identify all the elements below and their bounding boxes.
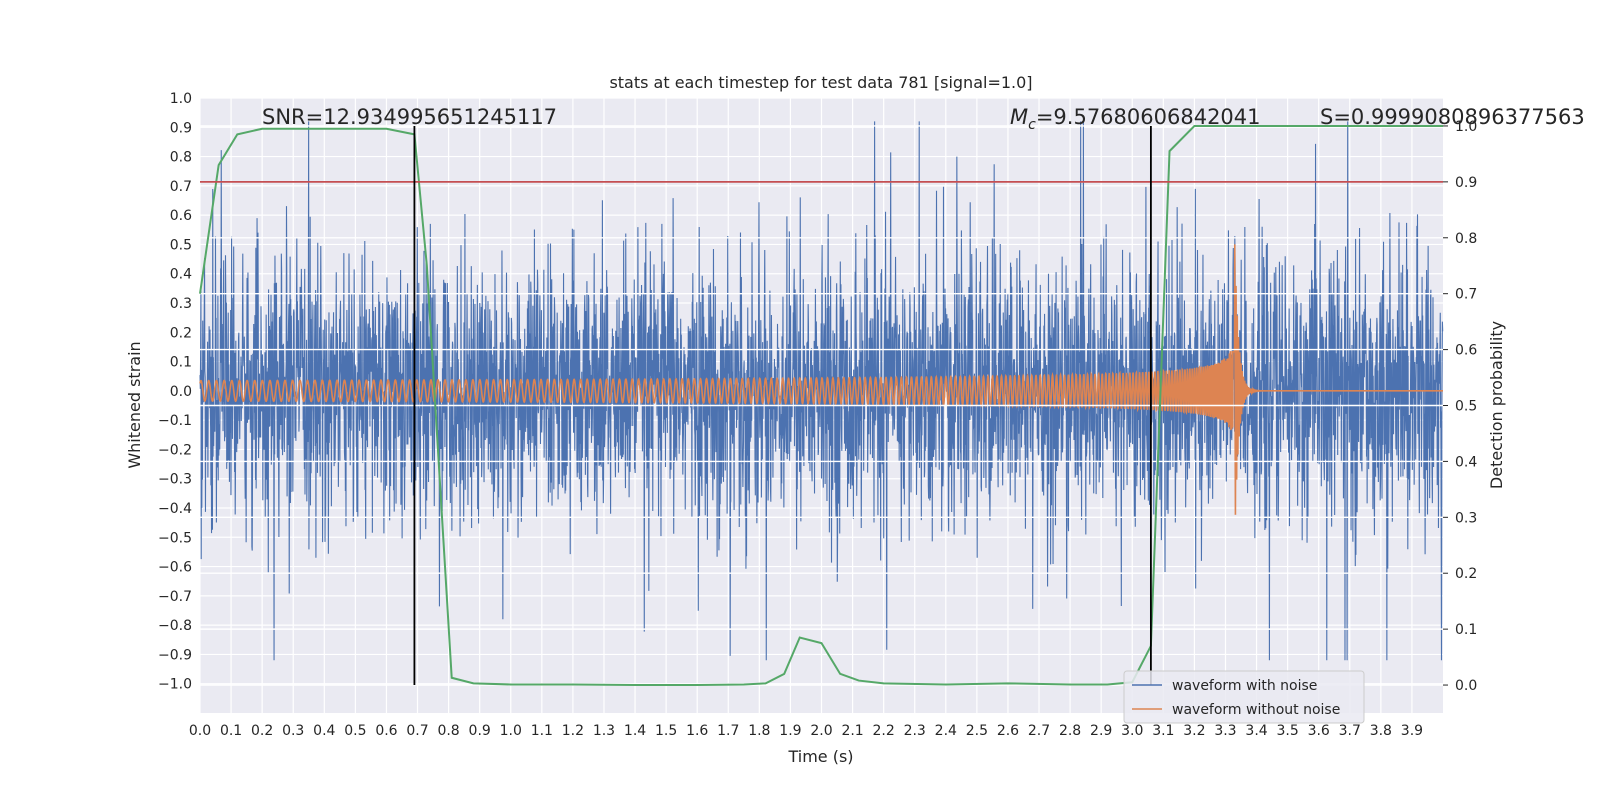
x-tick-label: 0.3 <box>282 723 304 739</box>
x-tick-label: 0.7 <box>406 723 428 739</box>
chart-title: stats at each timestep for test data 781… <box>609 73 1032 92</box>
x-tick-label: 2.5 <box>966 723 988 739</box>
right-tick-label: 0.0 <box>1455 678 1477 694</box>
y-tick-label: −0.2 <box>158 442 192 458</box>
right-tick-label: 0.1 <box>1455 622 1477 638</box>
x-tick-label: 1.2 <box>562 723 584 739</box>
x-tick-label: 1.1 <box>531 723 553 739</box>
right-tick-label: 0.7 <box>1455 287 1477 303</box>
x-axis-ticks: 0.0 0.1 0.2 0.3 0.4 0.5 0.6 0.7 0.8 0.9 1.0 1.1 1.2 1… <box>189 723 1423 739</box>
y-tick-label: −0.8 <box>158 618 192 634</box>
legend-label-clean: waveform without noise <box>1172 702 1340 718</box>
chirp-mass-annotation: Mc=9.57680606842041 <box>1010 105 1261 133</box>
x-tick-label: 0.8 <box>437 723 459 739</box>
x-tick-label: 2.3 <box>904 723 926 739</box>
x-tick-label: 3.8 <box>1370 723 1392 739</box>
y-tick-label: 0.9 <box>170 120 192 136</box>
x-tick-label: 2.4 <box>935 723 957 739</box>
right-y-axis-label: Detection probability <box>1487 321 1506 489</box>
y-tick-label: 0.0 <box>170 384 192 400</box>
chirp-mass-subscript: c <box>1028 117 1036 133</box>
x-tick-label: 2.6 <box>997 723 1019 739</box>
y-tick-label: −1.0 <box>158 677 192 693</box>
x-tick-label: 1.0 <box>500 723 522 739</box>
x-tick-label: 3.4 <box>1245 723 1267 739</box>
x-tick-label: 0.9 <box>469 723 491 739</box>
x-tick-label: 2.1 <box>841 723 863 739</box>
clean-waveform-series <box>199 244 1443 515</box>
y-tick-label: −0.3 <box>158 472 192 488</box>
legend-label-noisy: waveform with noise <box>1172 678 1317 694</box>
x-tick-label: 0.5 <box>344 723 366 739</box>
significance-annotation: S=0.9999080896377563 <box>1320 105 1585 129</box>
y-axis-ticks: 1.0 0.9 0.8 0.7 0.6 0.5 0.4 0.3 0.2 0.1 0.0 −0.1 −0.… <box>158 91 192 693</box>
clean-waveform-line <box>199 244 1443 515</box>
x-tick-label: 3.5 <box>1276 723 1298 739</box>
x-tick-label: 1.6 <box>686 723 708 739</box>
vertical-lines <box>413 125 1152 686</box>
x-tick-label: 1.5 <box>655 723 677 739</box>
right-tick-label: 0.2 <box>1455 566 1477 582</box>
legend-box <box>1123 670 1365 724</box>
x-tick-label: 1.4 <box>624 723 646 739</box>
x-tick-label: 3.0 <box>1121 723 1143 739</box>
right-tick-label: 0.9 <box>1455 175 1477 191</box>
y-tick-label: 0.4 <box>170 267 192 283</box>
y-axis-label: Whitened strain <box>125 341 144 468</box>
chirp-mass-value: =9.57680606842041 <box>1036 105 1261 129</box>
right-tick-label: 0.5 <box>1455 399 1477 415</box>
x-tick-label: 1.3 <box>593 723 615 739</box>
chirp-mass-symbol: M <box>1010 105 1028 129</box>
x-tick-label: 0.0 <box>189 723 211 739</box>
y-tick-label: 0.5 <box>170 237 192 253</box>
legend: waveform with noise waveform without noi… <box>1123 670 1365 724</box>
y-tick-label: −0.9 <box>158 647 192 663</box>
y-tick-label: 1.0 <box>170 91 192 107</box>
y-tick-label: −0.5 <box>158 530 192 546</box>
right-axis-ticks: 1.0 0.9 0.8 0.7 0.6 0.5 0.4 0.3 0.2 0.1 0.0 <box>1443 119 1477 694</box>
x-tick-label: 3.6 <box>1308 723 1330 739</box>
right-tick-label: 1.0 <box>1455 119 1477 135</box>
x-tick-label: 2.2 <box>873 723 895 739</box>
y-tick-label: 0.3 <box>170 296 192 312</box>
x-tick-label: 2.9 <box>1090 723 1112 739</box>
x-tick-label: 1.8 <box>748 723 770 739</box>
x-tick-label: 3.3 <box>1214 723 1236 739</box>
x-tick-label: 0.4 <box>313 723 335 739</box>
right-tick-label: 0.3 <box>1455 510 1477 526</box>
x-tick-label: 1.9 <box>779 723 801 739</box>
x-tick-label: 2.7 <box>1028 723 1050 739</box>
y-tick-label: −0.1 <box>158 413 192 429</box>
x-tick-label: 1.7 <box>717 723 739 739</box>
x-tick-label: 3.2 <box>1183 723 1205 739</box>
y-tick-label: 0.7 <box>170 179 192 195</box>
x-tick-label: 2.8 <box>1059 723 1081 739</box>
y-tick-label: 0.6 <box>170 208 192 224</box>
y-tick-label: 0.1 <box>170 355 192 371</box>
x-tick-label: 3.1 <box>1152 723 1174 739</box>
y-tick-label: −0.6 <box>158 560 192 576</box>
snr-annotation: SNR=12.934995651245117 <box>262 105 557 129</box>
x-tick-label: 0.1 <box>220 723 242 739</box>
y-tick-label: 0.2 <box>170 325 192 341</box>
right-tick-label: 0.8 <box>1455 231 1477 247</box>
right-tick-label: 0.4 <box>1455 454 1477 470</box>
x-tick-label: 2.0 <box>810 723 832 739</box>
y-tick-label: −0.7 <box>158 589 192 605</box>
x-axis-label: Time (s) <box>787 747 853 766</box>
x-tick-label: 3.7 <box>1339 723 1361 739</box>
x-tick-label: 0.2 <box>251 723 273 739</box>
right-tick-label: 0.6 <box>1455 343 1477 359</box>
y-tick-label: 0.8 <box>170 150 192 166</box>
x-tick-label: 3.9 <box>1401 723 1423 739</box>
x-tick-label: 0.6 <box>375 723 397 739</box>
y-tick-label: −0.4 <box>158 501 192 517</box>
